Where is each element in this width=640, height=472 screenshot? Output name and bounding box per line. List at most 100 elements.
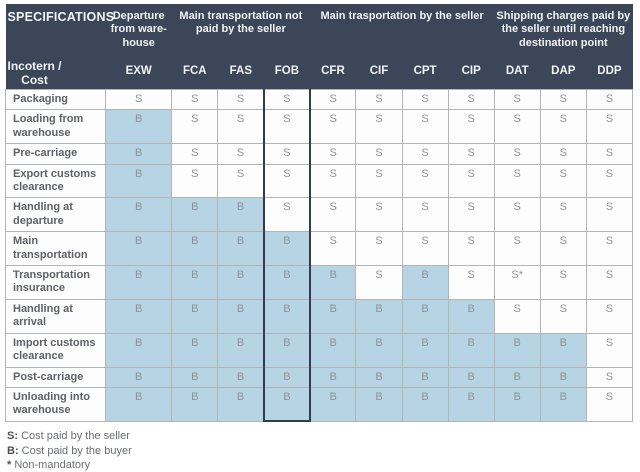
table-row-8: Import customs clearance B B B B B B B B B B S	[4, 332, 634, 368]
row-label: Unloading into warehouse	[4, 386, 107, 422]
table-cell-dat: B	[493, 366, 541, 388]
table-cell-exw: B	[105, 109, 173, 145]
table-cell-cif: S	[355, 163, 403, 199]
legend-key-s: S:	[7, 430, 18, 443]
table-cell-dap: B	[539, 386, 587, 422]
table-row-6: Transportation insurance B B B B B S B S S* S S	[4, 265, 634, 300]
column-header-fob: FOB	[263, 64, 310, 90]
table-cell-fob: B	[262, 386, 311, 423]
table-header: SPECIFICATIONS Incotern / Cost Departure…	[5, 4, 633, 90]
table-cell-cif: B	[355, 332, 403, 368]
table-cell-cpt: S	[401, 231, 449, 267]
table-cell-dap: B	[539, 366, 587, 388]
table-cell-cpt: B	[401, 332, 449, 368]
table-cell-ddp: S	[585, 332, 634, 368]
table-cell-dat: S	[493, 197, 541, 233]
column-header-cfr: CFR	[309, 64, 356, 90]
table-cell-dat: S	[493, 231, 541, 267]
group-header-shipping-charges: Shipping charges paid by the seller unti…	[494, 4, 633, 64]
table-cell-cfr: B	[309, 265, 357, 300]
table-cell-fas: S	[217, 88, 265, 111]
table-cell-cif: S	[355, 265, 403, 300]
table-row-5: Main transportation B B B B S S S S S S S	[4, 231, 634, 267]
table-cell-cip: B	[447, 298, 495, 334]
spec-header-cell: SPECIFICATIONS Incotern / Cost	[5, 4, 114, 90]
column-header-fca: FCA	[171, 64, 218, 90]
table-cell-fob: S	[262, 197, 311, 233]
table-cell-dat: S	[493, 143, 541, 165]
incoterms-table: SPECIFICATIONS Incotern / Cost Departure…	[4, 4, 634, 423]
row-axis-label: Incotern / Cost	[7, 59, 62, 88]
table-cell-cip: S	[447, 143, 495, 165]
table-cell-cif: S	[355, 109, 403, 145]
table-row-2: Pre-carriage B S S S S S S S S S S	[4, 143, 634, 165]
table-cell-exw: B	[105, 197, 173, 233]
table-cell-fca: S	[171, 143, 219, 165]
table-body: Packaging S S S S S S S S S S S Loading from warehou…	[4, 88, 634, 423]
table-cell-fob: S	[262, 88, 311, 111]
table-cell-fas: B	[217, 386, 265, 422]
table-cell-exw: B	[105, 332, 173, 368]
table-cell-cip: B	[447, 332, 495, 368]
legend-text-asterisk: Non-mandatory	[14, 458, 91, 471]
table-cell-fca: B	[171, 386, 219, 422]
legend-item-seller: S: Cost paid by the seller	[7, 429, 633, 443]
table-cell-ddp: S	[585, 88, 634, 111]
legend: S: Cost paid by the seller B: Cost paid …	[7, 429, 633, 472]
group-header-main-by-seller: Main trasportation by the seller	[309, 4, 495, 64]
table-cell-fob: B	[262, 298, 311, 334]
codes-row: EXW FCA FAS FOB CFR CIF CPT CIP DAT DAP DDP	[6, 64, 633, 90]
group-header-row: SPECIFICATIONS Incotern / Cost Departure…	[5, 4, 633, 90]
table-cell-cif: B	[355, 298, 403, 334]
table-cell-cpt: S	[401, 163, 449, 199]
table-cell-cfr: B	[309, 332, 357, 368]
legend-key-b: B:	[7, 444, 19, 457]
table-cell-fca: B	[171, 231, 219, 267]
table-cell-dap: S	[539, 109, 587, 145]
column-header-fas: FAS	[217, 64, 264, 90]
table-cell-fob: S	[262, 143, 311, 165]
table-cell-exw: B	[105, 298, 173, 334]
row-label: Main transportation	[4, 231, 107, 267]
table-cell-cip: S	[447, 109, 495, 145]
group-header-main-not-paid: Main transportation not paid by the sell…	[171, 4, 310, 64]
table-cell-fas: B	[217, 298, 265, 334]
table-cell-cfr: B	[309, 298, 357, 334]
table-cell-dat: B	[493, 332, 541, 368]
table-cell-dap: S	[539, 143, 587, 165]
table-cell-fas: S	[217, 163, 265, 199]
table-cell-ddp: S	[585, 265, 634, 300]
table-cell-cpt: S	[401, 109, 449, 145]
table-title: SPECIFICATIONS	[7, 10, 115, 24]
table-cell-cfr: S	[309, 231, 357, 267]
table-cell-fob: B	[262, 332, 311, 368]
table-cell-cpt: S	[401, 88, 449, 111]
column-header-cip: CIP	[448, 64, 495, 90]
table-cell-fas: S	[217, 109, 265, 145]
table-cell-cip: S	[447, 163, 495, 199]
table-cell-cif: S	[355, 231, 403, 267]
table-cell-dat: S	[493, 298, 541, 334]
table-cell-cfr: S	[309, 197, 357, 233]
row-label: Loading from warehouse	[4, 109, 107, 145]
table-cell-dap: S	[539, 265, 587, 300]
table-cell-ddp: S	[585, 386, 634, 422]
table-cell-fob: B	[262, 265, 311, 300]
legend-text-s: Cost paid by the seller	[21, 430, 130, 443]
table-cell-cip: S	[447, 265, 495, 300]
table-cell-ddp: S	[585, 231, 634, 267]
table-cell-dap: S	[539, 88, 587, 111]
table-cell-cip: B	[447, 366, 495, 388]
row-label: Post-carriage	[4, 366, 107, 388]
table-cell-fca: B	[171, 265, 219, 300]
table-cell-fas: B	[217, 332, 265, 368]
column-header-ddp: DDP	[586, 64, 633, 90]
table-cell-fob: B	[262, 366, 311, 388]
table-row-10: Unloading into warehouse B B B B B B B B B B S	[4, 386, 634, 423]
table-cell-dat: S*	[493, 265, 541, 300]
row-label: Packaging	[4, 88, 107, 111]
table-row-1: Loading from warehouse B S S S S S S S S S S	[4, 109, 634, 145]
table-row-7: Handling at arrival B B B B B B B B S S S	[4, 298, 634, 334]
column-header-dap: DAP	[540, 64, 587, 90]
table-cell-ddp: S	[585, 197, 634, 233]
